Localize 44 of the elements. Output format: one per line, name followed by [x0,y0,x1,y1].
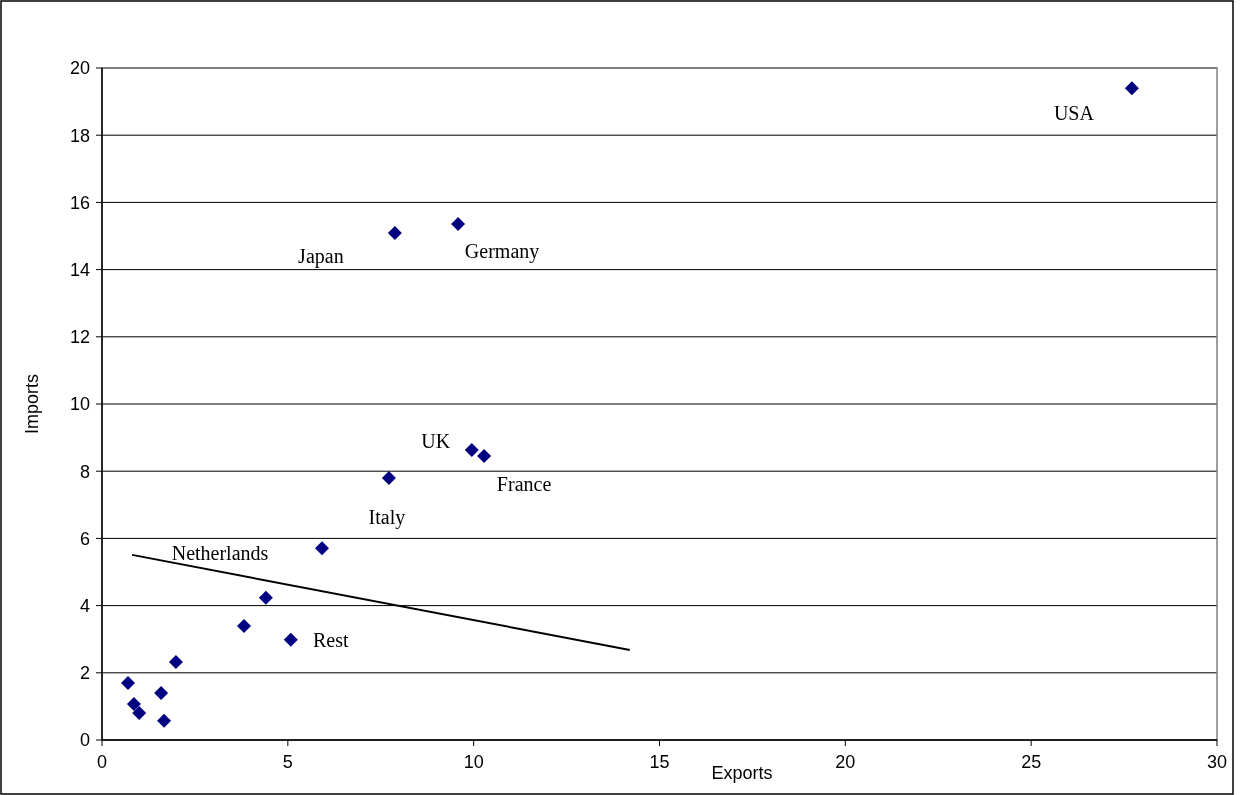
point [464,443,479,458]
y-tick-label: 2 [79,663,90,684]
point [387,225,402,240]
y-tick-label: 6 [79,528,90,549]
y-tick-label: 8 [79,461,90,482]
y-tick-label: 14 [69,259,90,280]
x-tick-label: 30 [1206,752,1228,772]
y-tick-label: 20 [69,58,90,79]
annotation: Italy [368,505,406,529]
x-tick-label: 25 [1021,752,1042,772]
point [168,655,183,670]
point [381,470,396,485]
point [132,706,147,721]
point [157,713,172,728]
y-tick-label: 4 [79,595,90,616]
point [121,675,136,690]
point [154,685,169,700]
point [477,449,492,464]
annotation: France [496,473,552,496]
y-tick-label: 0 [79,730,90,751]
point [126,697,141,712]
annotation: Netherlands [171,542,269,565]
annotation: Rest [313,628,350,651]
x-tick-label: 0 [96,752,108,772]
annotation: Germany [464,239,540,263]
point [236,619,251,634]
annotation: Japan [298,244,344,268]
x-tick-label: 5 [282,752,293,772]
y-tick-label: 18 [69,125,90,146]
point [1124,81,1139,96]
y-tick-label: 10 [69,394,90,415]
x-tick-label: 15 [649,752,670,772]
annotation: USA [1053,102,1095,125]
point [283,632,298,647]
point [315,541,330,556]
x-axis-title: Exports [711,763,773,783]
y-axis-title: Imports [22,373,42,435]
point [451,216,466,231]
point [258,590,273,605]
x-tick-label: 20 [835,752,856,772]
x-tick-label: 10 [463,752,484,772]
y-tick-label: 16 [69,192,90,213]
annotation: UK [421,430,451,453]
y-tick-label: 12 [69,327,90,348]
